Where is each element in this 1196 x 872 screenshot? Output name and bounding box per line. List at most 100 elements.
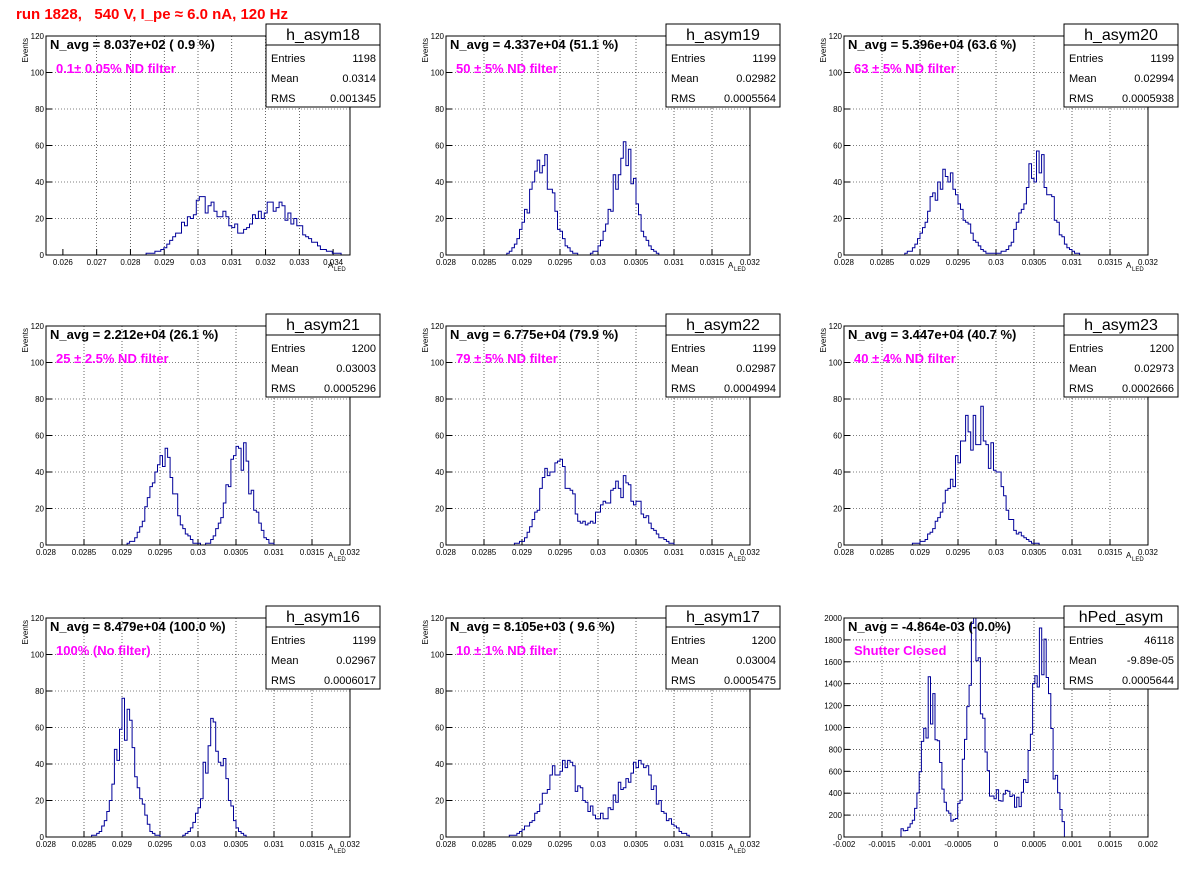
x-tick-label: 0.0305 — [1022, 548, 1047, 557]
stats-label: RMS — [1069, 93, 1093, 105]
y-tick-label: 80 — [435, 687, 444, 696]
stats-value: 0.02982 — [736, 73, 776, 85]
y-tick-label: 20 — [35, 505, 44, 514]
x-tick-label: 0.029 — [910, 258, 931, 267]
plot-frame — [843, 617, 1149, 838]
x-axis-label-subscript: LED — [734, 267, 746, 273]
y-axis-label: Events — [421, 38, 430, 62]
x-tick-label: 0.032 — [340, 548, 361, 557]
histogram-series-line — [904, 150, 1088, 256]
y-axis-label: Events — [21, 620, 30, 644]
x-tick-label: 0.0305 — [624, 840, 649, 849]
stats-value: 0.0006017 — [324, 675, 376, 687]
y-tick-label: 40 — [435, 178, 444, 187]
stats-label: Entries — [1069, 53, 1104, 65]
stats-label: Entries — [271, 53, 306, 65]
x-tick-label: 0.029 — [512, 258, 533, 267]
stats-label: RMS — [671, 383, 695, 395]
stats-label: Entries — [1069, 635, 1104, 647]
x-tick-label: 0.0315 — [1098, 258, 1123, 267]
x-tick-label: 0.0315 — [300, 548, 325, 557]
y-tick-label: 600 — [829, 767, 843, 776]
y-tick-label: 60 — [435, 724, 444, 733]
y-axis-label: Events — [819, 328, 828, 352]
stats-label: Mean — [1069, 655, 1097, 667]
y-tick-label: 1200 — [824, 702, 842, 711]
y-tick-label: 20 — [833, 505, 842, 514]
stats-label: Mean — [1069, 73, 1097, 85]
stats-value: 0.02987 — [736, 363, 776, 375]
navg-title: N_avg = 8.037e+02 ( 0.9 %) — [50, 37, 215, 52]
x-tick-label: 0.028 — [834, 258, 855, 267]
x-tick-label: 0.0305 — [624, 548, 649, 557]
histogram-series-line — [513, 458, 675, 545]
y-tick-label: 0 — [40, 251, 45, 260]
stats-value: -9.89e-05 — [1127, 655, 1174, 667]
x-axis-label: A — [728, 551, 734, 560]
y-tick-label: 40 — [833, 468, 842, 477]
y-tick-label: 0 — [838, 541, 843, 550]
navg-title: N_avg = 2.212e+04 (26.1 %) — [50, 327, 218, 342]
stats-label: Mean — [271, 655, 299, 667]
y-tick-label: 1800 — [824, 636, 842, 645]
y-tick-label: 100 — [31, 69, 45, 78]
x-tick-label: 0.028 — [120, 258, 141, 267]
y-tick-label: 400 — [829, 789, 843, 798]
y-tick-label: 60 — [35, 432, 44, 441]
x-tick-label: 0.031 — [664, 840, 685, 849]
stats-label: Entries — [671, 53, 706, 65]
stats-value: 1198 — [352, 53, 376, 65]
stats-value: 0.0314 — [342, 73, 376, 85]
x-tick-label: 0.032 — [340, 840, 361, 849]
stats-value: 0.03003 — [336, 363, 376, 375]
x-tick-label: 0.0315 — [1098, 548, 1123, 557]
y-tick-label: 20 — [435, 505, 444, 514]
histogram-panel-h_asym19: 0.028 0.0285 0.029 0.0295 0.03 0.0305 0.031 0.0… — [421, 23, 781, 273]
stats-box — [665, 23, 781, 108]
histogram-series-line — [122, 442, 275, 546]
x-tick-label: 0.033 — [289, 258, 310, 267]
stats-value: 46118 — [1144, 635, 1174, 647]
stats-label: Mean — [671, 363, 699, 375]
y-tick-label: 1000 — [824, 724, 842, 733]
x-tick-label: 0.029 — [154, 258, 175, 267]
x-tick-label: 0.0315 — [300, 840, 325, 849]
y-tick-label: 80 — [833, 105, 842, 114]
x-tick-label: 0.03 — [190, 258, 206, 267]
stats-label: RMS — [271, 383, 295, 395]
y-tick-label: 100 — [31, 359, 45, 368]
stats-value: 0.02967 — [336, 655, 376, 667]
stats-value: 0.02973 — [1134, 363, 1174, 375]
x-tick-label: 0.0285 — [870, 548, 895, 557]
y-tick-label: 100 — [31, 651, 45, 660]
y-tick-label: 0 — [838, 833, 843, 842]
histogram-series-line — [904, 405, 1057, 546]
x-tick-label: 0.031 — [264, 548, 285, 557]
y-axis-label: Events — [421, 328, 430, 352]
stats-label: Entries — [271, 635, 306, 647]
x-tick-label: 0.029 — [112, 840, 133, 849]
x-tick-label: 0.0295 — [148, 840, 173, 849]
stats-label: Mean — [271, 73, 299, 85]
y-tick-label: 1400 — [824, 680, 842, 689]
filter-annotation: 50 ± 5% ND filter — [456, 61, 558, 76]
filter-annotation: 79 ± 5% ND filter — [456, 351, 558, 366]
x-tick-label: 0.0295 — [548, 840, 573, 849]
histogram-panel-hPed_asym: -0.002 -0.0015 -0.001 -0.0005 0 0.0005 0.001 0.… — [824, 605, 1179, 849]
y-tick-label: 0 — [440, 833, 445, 842]
y-tick-label: 200 — [829, 811, 843, 820]
y-tick-label: 120 — [431, 322, 445, 331]
x-tick-label: 0.0285 — [870, 258, 895, 267]
y-tick-label: 120 — [431, 614, 445, 623]
y-tick-label: 120 — [31, 614, 45, 623]
navg-title: N_avg = 4.337e+04 (51.1 %) — [450, 37, 618, 52]
plot-frame — [445, 325, 751, 546]
stats-box — [665, 313, 781, 398]
x-tick-label: 0.029 — [112, 548, 133, 557]
y-tick-label: 20 — [435, 797, 444, 806]
stats-box — [265, 605, 381, 690]
x-tick-label: 0.0305 — [1022, 258, 1047, 267]
y-tick-label: 100 — [431, 359, 445, 368]
x-tick-label: 0.0015 — [1098, 840, 1123, 849]
